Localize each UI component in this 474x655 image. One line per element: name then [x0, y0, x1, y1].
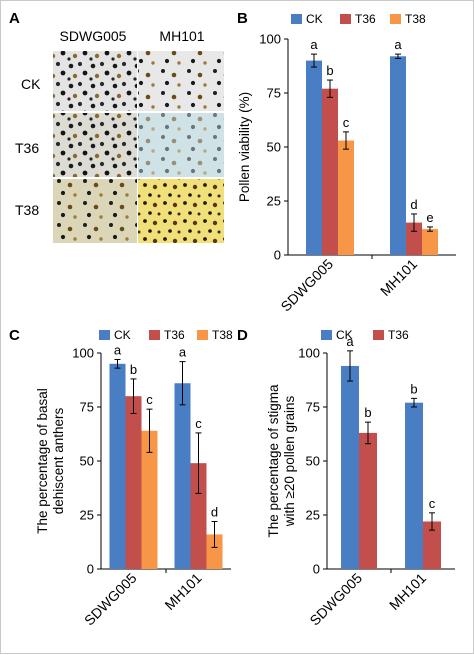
y-tick-label: 25: [80, 508, 94, 523]
panel-a-row-t38: T38: [15, 202, 39, 218]
chart-basal-dehiscent-anthers: CK T36 T38 0 25 50 75 100 The percentage of basa…: [35, 328, 233, 628]
significance-letter: b: [364, 405, 371, 420]
bar-mh101-t38: [206, 534, 223, 569]
y-tick-label: 100: [72, 346, 94, 361]
legend-label-t36: T36: [164, 328, 185, 342]
significance-letter: c: [195, 416, 202, 431]
bar-mh101-t38: [422, 229, 438, 255]
significance-letter: b: [326, 63, 333, 78]
panel-label-d: D: [237, 327, 248, 344]
legend-label-t36: T36: [355, 12, 376, 26]
legend-swatch-ck: [291, 14, 302, 24]
bar-sdwg005-t36: [125, 396, 142, 569]
legend-label-t36: T36: [388, 328, 409, 342]
significance-letter: a: [114, 342, 122, 357]
legend-label-t38: T38: [405, 12, 426, 26]
y-tick-label: 0: [87, 562, 94, 577]
y-tick-label: 0: [313, 562, 320, 577]
y-tick-label: 25: [306, 508, 320, 523]
micrograph-sdwg005-t38: [53, 179, 137, 243]
x-tick-label-sdwg005: SDWG005: [277, 256, 336, 315]
y-axis-label: The percentage of basal: [35, 388, 50, 534]
micrograph-mh101-ck: [138, 51, 224, 111]
significance-letter: b: [130, 362, 137, 377]
y-tick-label: 50: [80, 454, 94, 469]
bar-mh101-t36: [423, 521, 441, 569]
significance-letter: a: [179, 345, 187, 360]
y-tick-label: 0: [274, 248, 281, 263]
significance-letter: c: [343, 115, 350, 130]
legend-swatch-t36: [340, 14, 351, 24]
y-axis-label: with ≥20 pollen grains: [282, 396, 297, 528]
y-axis-label: The percentage of stigma: [266, 384, 281, 538]
y-tick-label: 75: [267, 86, 281, 101]
bar-mh101-t36: [190, 463, 207, 569]
x-tick-label-sdwg005: SDWG005: [306, 570, 365, 629]
bar-sdwg005-ck: [341, 365, 359, 569]
legend-swatch-t36: [149, 330, 160, 340]
y-tick-label: 100: [259, 32, 281, 47]
micrograph-mh101-t36: [138, 113, 224, 177]
legend-swatch-ck: [99, 330, 110, 340]
significance-letter: a: [394, 37, 402, 52]
significance-letter: d: [211, 504, 218, 519]
panel-label-b: B: [237, 10, 248, 27]
panel-a-column-mh101: MH101: [159, 28, 204, 44]
y-axis-label: dehiscent anthers: [51, 407, 66, 514]
x-tick-label-mh101: MH101: [161, 570, 204, 613]
y-tick-label: 25: [267, 194, 281, 209]
bar-sdwg005-ck: [306, 60, 322, 255]
x-tick-label-mh101: MH101: [377, 256, 420, 299]
significance-letter: d: [410, 197, 417, 212]
micrograph-sdwg005-ck: [53, 51, 137, 111]
y-tick-label: 75: [80, 400, 94, 415]
panel-a-row-ck: CK: [21, 76, 41, 92]
bar-sdwg005-t38: [141, 430, 158, 569]
significance-letter: e: [426, 210, 433, 225]
significance-letter: c: [146, 392, 153, 407]
y-axis-label: Pollen viability (%): [237, 92, 252, 202]
bar-sdwg005-t36: [322, 88, 338, 256]
panel-a-row-t36: T36: [15, 140, 39, 156]
legend-label-t38: T38: [212, 328, 233, 342]
y-tick-label: 50: [306, 454, 320, 469]
bar-mh101-t36: [406, 222, 422, 255]
bar-mh101-ck: [405, 402, 423, 569]
panel-a-column-sdwg005: SDWG005: [60, 28, 127, 44]
legend-label-ck: CK: [336, 328, 353, 342]
bar-mh101-ck: [174, 383, 191, 569]
panel-label-a: A: [9, 10, 20, 27]
legend-swatch-ck: [321, 330, 332, 340]
significance-letter: c: [429, 496, 436, 511]
y-tick-label: 50: [267, 140, 281, 155]
chart-stigma-pollen-grains: CK T36 0 25 50 75 100 The percentage of stigma w…: [266, 328, 455, 628]
bar-mh101-ck: [390, 56, 406, 255]
legend-swatch-t38: [390, 14, 401, 24]
bar-sdwg005-t36: [359, 432, 377, 569]
legend-swatch-t38: [197, 330, 208, 340]
legend-swatch-t36: [373, 330, 384, 340]
legend-label-ck: CK: [114, 328, 131, 342]
significance-letter: b: [410, 381, 417, 396]
panel-label-c: C: [9, 327, 20, 344]
micrograph-mh101-t38: [138, 179, 224, 243]
bar-sdwg005-t38: [338, 140, 354, 255]
x-tick-label-mh101: MH101: [386, 570, 429, 613]
legend-label-ck: CK: [306, 12, 323, 26]
micrograph-sdwg005-t36: [53, 113, 137, 177]
y-tick-label: 75: [306, 400, 320, 415]
bar-sdwg005-ck: [109, 363, 126, 569]
x-tick-label-sdwg005: SDWG005: [81, 570, 140, 629]
significance-letter: a: [346, 334, 354, 349]
y-tick-label: 100: [298, 346, 320, 361]
panel-a: A SDWG005 MH101 CK T36 T38: [9, 10, 224, 243]
significance-letter: a: [310, 37, 318, 52]
